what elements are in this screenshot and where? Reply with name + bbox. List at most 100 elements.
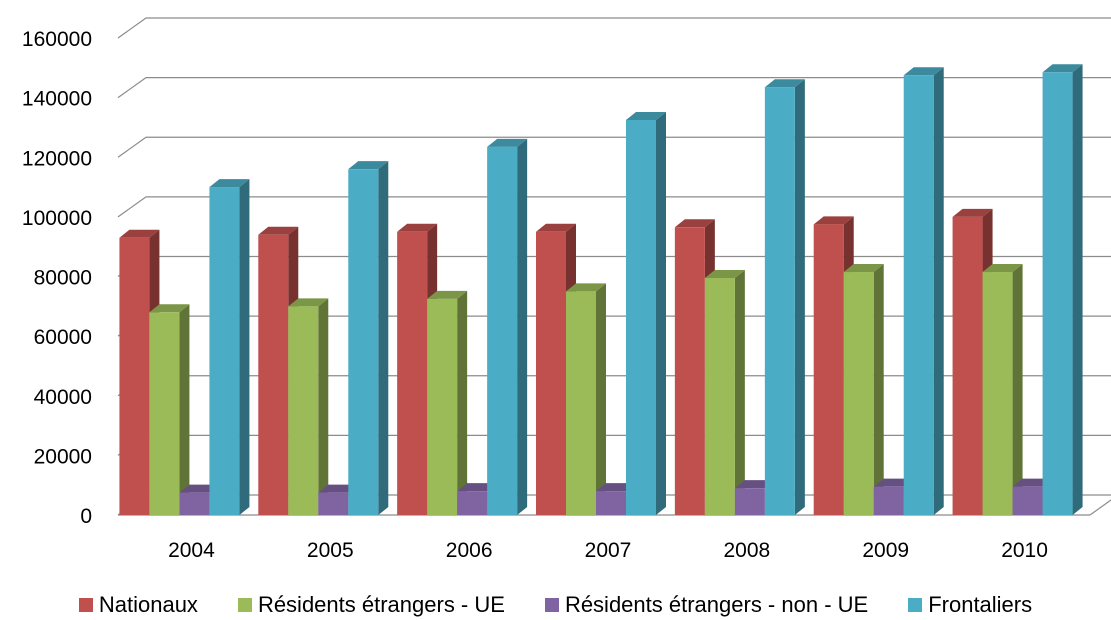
bar <box>288 298 329 515</box>
bar-side <box>656 111 666 515</box>
bar-top <box>982 264 1023 273</box>
y-tick-label: 160000 <box>22 28 92 51</box>
bar-side <box>596 283 606 515</box>
gridline <box>117 17 1111 39</box>
bar-front <box>348 169 379 516</box>
bar-front <box>843 272 874 515</box>
legend-label: Frontaliers <box>928 592 1033 617</box>
bar-front <box>596 491 626 515</box>
bar-front <box>626 119 656 515</box>
y-tick-label: 120000 <box>22 147 92 170</box>
y-tick-label: 0 <box>80 505 92 528</box>
x-tick-label: 2004 <box>168 539 215 562</box>
bar-front <box>397 231 428 515</box>
bar-top <box>209 179 250 188</box>
bar-front <box>704 277 735 515</box>
bar-front <box>209 187 240 515</box>
legend-label: Résidents étrangers - UE <box>257 592 505 617</box>
legend-item: Frontaliers <box>908 592 1032 618</box>
bar-top <box>288 298 329 307</box>
bar-side <box>457 290 468 515</box>
bar-side <box>318 298 329 515</box>
bar-front <box>427 298 458 515</box>
bar-side <box>179 304 190 515</box>
legend-label: Résidents étrangers - non - UE <box>564 592 869 617</box>
bar <box>427 290 468 515</box>
bar-side <box>1012 264 1023 515</box>
y-tick-label: 20000 <box>34 445 92 468</box>
x-tick-label: 2008 <box>723 539 770 562</box>
bar-front <box>903 75 934 515</box>
legend-swatch <box>78 598 93 612</box>
bar-top <box>566 283 606 292</box>
bar-front <box>149 312 180 515</box>
legend-item: Résidents étrangers - UE <box>237 592 505 618</box>
bar-side <box>517 138 528 516</box>
x-tick-label: 2009 <box>862 539 909 562</box>
bar-top <box>397 223 438 232</box>
y-tick-label: 40000 <box>34 386 92 409</box>
bar-top <box>536 223 576 232</box>
bar-side <box>239 179 250 515</box>
legend-item: Résidents étrangers - non - UE <box>544 592 869 618</box>
bar-top <box>704 269 745 278</box>
bar-front <box>457 491 488 515</box>
legend-swatch <box>908 598 923 612</box>
bar-front <box>952 216 983 515</box>
bar <box>1042 64 1083 516</box>
bar-side <box>794 79 805 516</box>
y-tick-label: 140000 <box>22 88 92 111</box>
bar-front <box>764 87 795 516</box>
bar <box>487 138 528 516</box>
bar-front <box>1042 72 1073 516</box>
bar-top <box>952 208 993 217</box>
bar-top <box>119 229 160 238</box>
legend: Nationaux Résidents étrangers - UE Résiden… <box>0 592 1111 618</box>
bar <box>348 161 389 516</box>
bar-front <box>734 488 765 515</box>
y-tick-label: 60000 <box>34 326 92 349</box>
bar <box>903 67 944 515</box>
gridline <box>117 77 1111 99</box>
legend-item: Nationaux <box>78 592 198 618</box>
bar-front <box>536 231 566 515</box>
bar <box>704 269 745 515</box>
bar-side <box>933 67 944 515</box>
bar-top <box>903 67 944 76</box>
chart-plot-area: 0 20000 40000 60000 80000 100000 120000 140000 1… <box>22 17 1111 562</box>
bar-front <box>258 234 289 515</box>
bar-front <box>566 291 596 515</box>
bar-side <box>734 269 745 515</box>
bar-side <box>873 264 884 515</box>
y-tick-label: 100000 <box>22 207 92 230</box>
bar-top <box>813 216 854 225</box>
bar-front <box>119 237 150 515</box>
bar-top <box>1042 64 1083 73</box>
bar-top <box>348 161 389 170</box>
floor-edge <box>1089 499 1111 516</box>
bar <box>843 264 884 515</box>
legend-swatch <box>544 598 559 612</box>
bar-top <box>764 79 805 88</box>
gridline <box>117 136 1111 158</box>
bar-top <box>258 226 299 235</box>
bar-side <box>1072 64 1083 516</box>
x-tick-label: 2005 <box>307 539 354 562</box>
bar-top <box>674 219 715 228</box>
bar-top <box>843 264 884 273</box>
bar-top <box>487 138 528 147</box>
bar-front <box>179 492 210 515</box>
bar-top <box>149 304 190 313</box>
bar-front <box>288 306 319 515</box>
bar-side <box>378 161 389 516</box>
bar-top <box>427 290 468 299</box>
bar <box>626 111 666 515</box>
bar-front <box>1012 486 1043 515</box>
bar <box>566 283 606 515</box>
bar-series <box>119 64 1083 516</box>
x-tick-label: 2007 <box>585 539 632 562</box>
bar-front <box>813 224 844 515</box>
bar-front <box>982 272 1013 515</box>
bar <box>764 79 805 516</box>
bar <box>982 264 1023 515</box>
